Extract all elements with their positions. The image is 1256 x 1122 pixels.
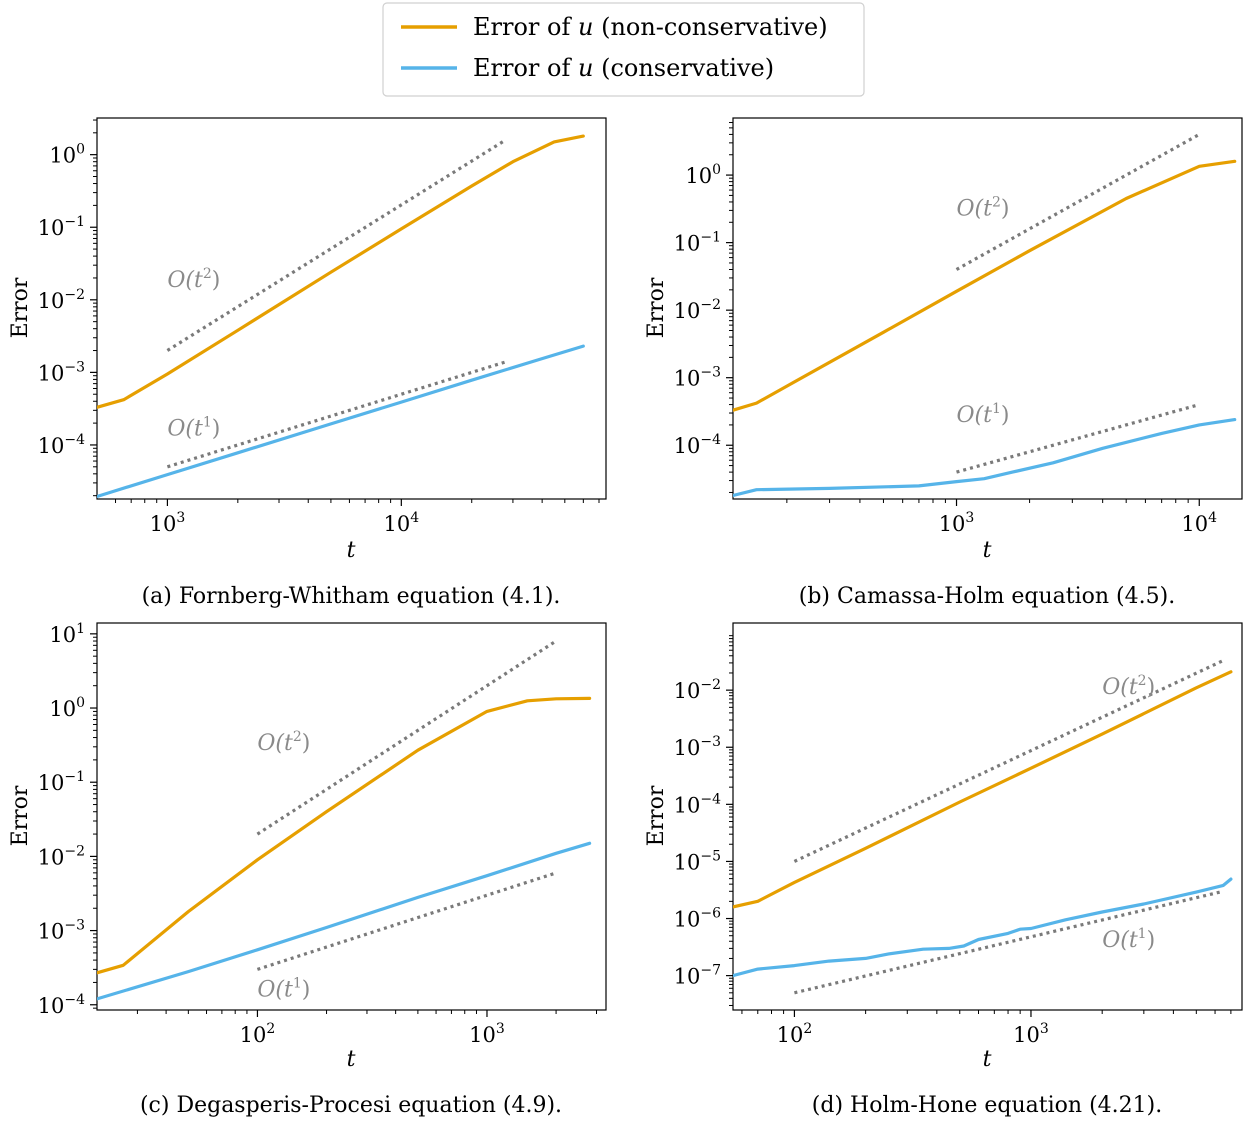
annotation-order-1: O(t1): [167, 415, 220, 442]
panel-c-degasperis-procesi: O(t2)O(t1) 102 10310−410−310−210−1100101 …: [8, 621, 607, 1118]
x-tick-label: 103: [939, 510, 975, 536]
panel-b-camassa-holm: O(t2) O(t1) 103 104 10−4 10−3 10−2 10−1 100 t E…: [644, 117, 1243, 609]
series-line-conservative: [97, 344, 585, 499]
panel-a-fornberg-whitham: O(t2) O(t1) 103 104 10−4 10−3 10−2 10−1 100 t E…: [8, 117, 607, 609]
panel-d-holm-hone: O(t2) O(t1) 102 103 10−7 10−6 10−5 10−4 10−3 10−…: [644, 622, 1243, 1118]
y-tick-label: 100: [685, 162, 721, 188]
plot-marks: O(t2) O(t1): [97, 639, 592, 1002]
series-line-conservative: [733, 418, 1237, 498]
x-axis-label: t: [983, 1047, 992, 1072]
x-axis-label: t: [347, 1047, 356, 1072]
y-tick-label: 10−4: [674, 432, 721, 458]
plot-frame: [96, 117, 607, 500]
y-axis-label: Error: [8, 277, 33, 338]
axis-ticks: 103 104 10−4 10−3 10−2 10−1 100: [38, 119, 600, 536]
axis-ticks: 102 103 10−4 10−3 10−2 10−1 100 101: [38, 621, 597, 1047]
reference-line-order-2: [166, 138, 507, 352]
x-tick-label: 102: [240, 1021, 276, 1047]
y-tick-label: 10−5: [674, 848, 721, 874]
y-tick-label: 101: [49, 621, 85, 647]
x-axis-label: t: [347, 538, 356, 563]
reference-line-order-1: [794, 889, 1224, 995]
plot-frame: [732, 622, 1243, 1011]
plot-marks: O(t2) O(t1): [733, 133, 1237, 498]
plot-marks: O(t2) O(t1): [733, 659, 1233, 995]
series-line-conservative: [97, 841, 592, 1001]
y-tick-label: 10−3: [38, 359, 85, 385]
annotation-order-2: O(t2): [167, 266, 220, 293]
y-tick-label: 10−4: [38, 992, 85, 1018]
series-line-non-conservative: [733, 670, 1233, 909]
x-tick-label: 104: [383, 510, 419, 536]
x-tick-label: 104: [1181, 510, 1217, 536]
reference-line-order-2: [793, 659, 1224, 863]
x-tick-label: 103: [469, 1021, 505, 1047]
y-tick-label: 10−3: [38, 918, 85, 944]
annotation-order-2: O(t2): [1102, 673, 1155, 700]
x-tick-label: 103: [1013, 1021, 1049, 1047]
caption: (b) Camassa-Holm equation (4.5).: [799, 584, 1175, 609]
caption: (d) Holm-Hone equation (4.21).: [812, 1093, 1162, 1118]
y-tick-label: 10−3: [674, 734, 721, 760]
legend-box: [382, 2, 865, 97]
annotation-order-1: O(t1): [257, 975, 310, 1002]
y-axis-label: Error: [8, 785, 33, 846]
legend: Error of u (non-conservative) Error of u…: [382, 2, 865, 97]
series-line-conservative: [733, 877, 1233, 978]
annotation-order-2: O(t2): [957, 195, 1010, 222]
y-tick-label: 10−7: [674, 963, 721, 989]
caption: (c) Degasperis-Procesi equation (4.9).: [140, 1093, 562, 1118]
y-tick-label: 10−1: [674, 230, 721, 256]
reference-line-order-1: [256, 871, 557, 971]
legend-label-conservative: Error of u (conservative): [473, 54, 774, 82]
reference-line-order-2: [256, 639, 557, 836]
y-tick-label: 10−2: [674, 677, 721, 703]
y-tick-label: 10−2: [674, 297, 721, 323]
y-tick-label: 10−2: [38, 843, 85, 869]
y-tick-label: 10−2: [38, 287, 85, 313]
series-line-non-conservative: [733, 159, 1237, 412]
y-tick-label: 100: [49, 142, 85, 168]
annotation-order-2: O(t2): [257, 729, 310, 756]
y-tick-label: 100: [49, 695, 85, 721]
y-tick-label: 10−3: [674, 365, 721, 391]
plot-marks: O(t2) O(t1): [97, 134, 585, 499]
x-tick-label: 102: [777, 1021, 813, 1047]
reference-line-order-2: [955, 133, 1201, 271]
y-axis-label: Error: [644, 277, 669, 338]
reference-line-order-1: [166, 360, 507, 469]
y-tick-label: 10−4: [38, 432, 85, 458]
legend-label-non-conservative: Error of u (non-conservative): [473, 13, 828, 41]
axis-ticks: 103 104 10−4 10−3 10−2 10−1 100: [674, 122, 1217, 536]
x-axis-label: t: [983, 538, 992, 563]
x-tick-label: 103: [150, 510, 186, 536]
y-tick-label: 10−1: [38, 214, 85, 240]
annotation-order-1: O(t1): [957, 401, 1010, 428]
series-line-non-conservative: [97, 134, 585, 409]
reference-line-order-1: [956, 403, 1200, 474]
axis-ticks: 102 103 10−7 10−6 10−5 10−4 10−3 10−2: [674, 635, 1232, 1047]
y-tick-label: 10−6: [674, 906, 721, 932]
caption: (a) Fornberg-Whitham equation (4.1).: [142, 584, 561, 609]
y-tick-label: 10−1: [38, 769, 85, 795]
plot-frame: [732, 117, 1243, 500]
y-tick-label: 10−4: [674, 791, 721, 817]
series-line-non-conservative: [97, 696, 592, 975]
y-axis-label: Error: [644, 785, 669, 846]
plot-frame: [96, 622, 607, 1011]
annotation-order-1: O(t1): [1102, 926, 1155, 953]
